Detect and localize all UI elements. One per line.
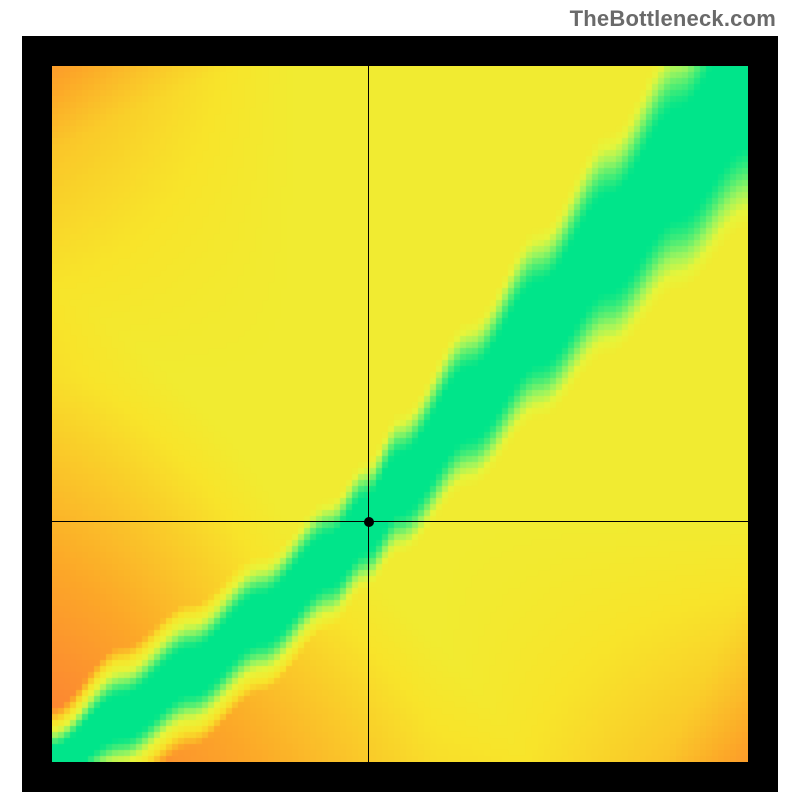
crosshair-vertical xyxy=(368,66,369,762)
heatmap-plot xyxy=(52,66,748,762)
heatmap-canvas xyxy=(52,66,748,762)
watermark-text: TheBottleneck.com xyxy=(570,6,776,32)
marker-dot xyxy=(364,517,374,527)
crosshair-horizontal xyxy=(52,521,748,522)
chart-container: TheBottleneck.com xyxy=(0,0,800,800)
